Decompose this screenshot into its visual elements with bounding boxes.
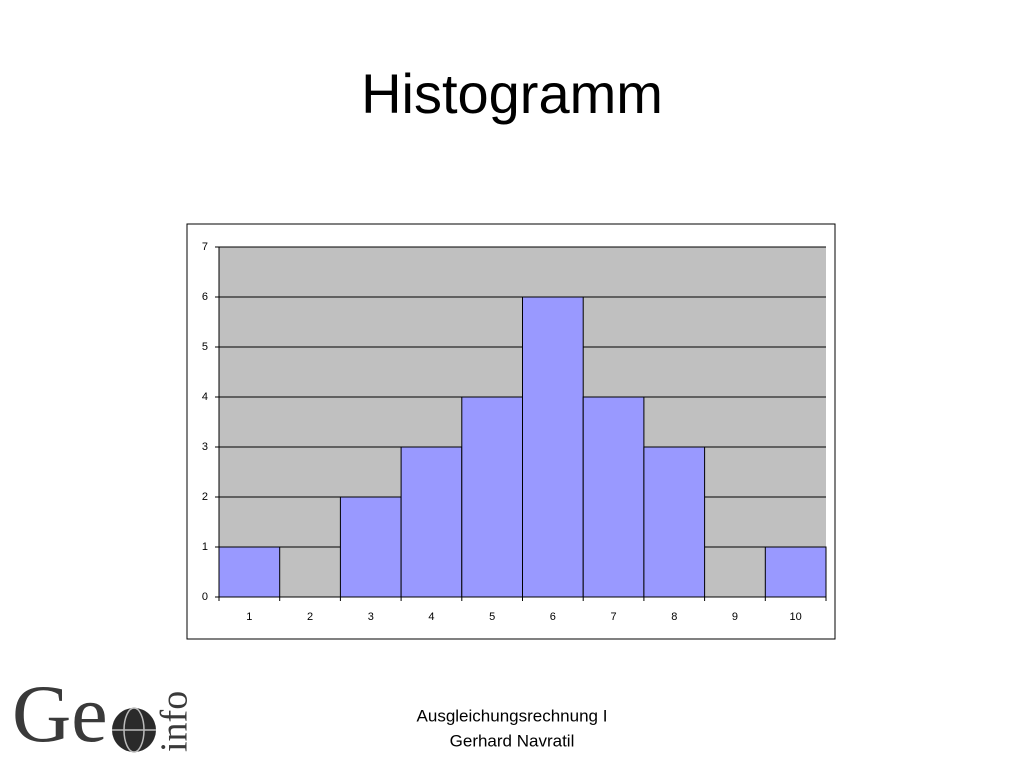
logo-suffix: info: [154, 691, 196, 752]
y-tick-label: 1: [202, 541, 208, 553]
logo-text: Ge: [12, 668, 108, 759]
bar: [218, 546, 281, 598]
footer-line: Gerhard Navratil: [450, 731, 575, 750]
bar: [582, 396, 645, 598]
x-tick-label: 8: [671, 611, 677, 623]
bar: [643, 446, 706, 598]
bar: [339, 496, 402, 598]
x-tick-label: 4: [428, 611, 434, 623]
x-tick-label: 6: [550, 611, 556, 623]
y-tick-label: 6: [202, 291, 208, 303]
x-tick-label: 2: [307, 611, 313, 623]
bar: [764, 546, 827, 598]
y-tick-label: 7: [202, 241, 208, 253]
y-tick-label: 2: [202, 491, 208, 503]
y-tick-label: 4: [202, 391, 208, 403]
y-tick-label: 3: [202, 441, 208, 453]
chart: 0 1 2 3 4 5 6 7 1 2 3 4 5 6 7 8 9 10: [202, 241, 827, 623]
slide-title: Histogramm: [361, 62, 663, 125]
footer-line: Ausgleichungsrechnung I: [417, 706, 608, 725]
x-tick-label: 10: [790, 611, 802, 623]
x-tick-label: 3: [368, 611, 374, 623]
logo: Ge info: [12, 668, 196, 759]
y-tick-label: 0: [202, 591, 208, 603]
x-tick-label: 9: [732, 611, 738, 623]
bar: [461, 396, 523, 598]
bar: [522, 296, 584, 598]
x-tick-label: 1: [246, 611, 252, 623]
x-tick-label: 7: [610, 611, 616, 623]
bar: [400, 446, 463, 598]
y-tick-label: 5: [202, 341, 208, 353]
x-tick-label: 5: [489, 611, 495, 623]
